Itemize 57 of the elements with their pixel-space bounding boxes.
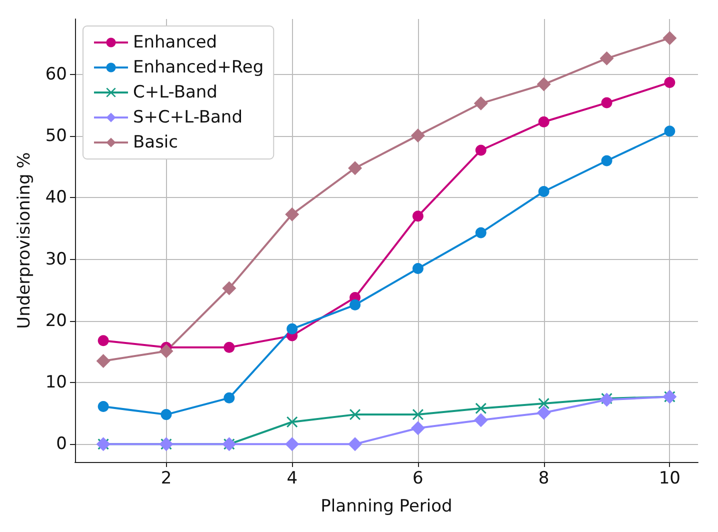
- point: [224, 392, 235, 404]
- y-axis-title: Underprovisioning %: [14, 152, 34, 329]
- x-axis-title: Planning Period: [320, 496, 452, 516]
- point: [285, 207, 300, 222]
- point: [475, 402, 486, 414]
- point: [159, 344, 174, 358]
- point: [350, 409, 361, 420]
- y-tick-label: 40: [45, 188, 67, 208]
- point: [285, 437, 300, 452]
- x-tick-label: 6: [412, 468, 424, 488]
- point: [412, 409, 424, 420]
- point: [474, 413, 488, 428]
- x-tick-label: 4: [286, 468, 298, 488]
- legend-label: Enhanced: [133, 32, 218, 52]
- point: [286, 416, 298, 428]
- point: [475, 144, 486, 156]
- point: [96, 354, 110, 368]
- legend-label: S+C+L-Band: [133, 108, 242, 128]
- y-tick-label: 60: [45, 64, 67, 84]
- point: [350, 299, 361, 310]
- y-tick-label: 0: [56, 434, 67, 454]
- point: [600, 51, 614, 66]
- point: [286, 323, 298, 334]
- point: [475, 227, 486, 238]
- point: [412, 210, 424, 222]
- point: [348, 161, 362, 176]
- x-tick-label: 10: [658, 468, 680, 488]
- x-tick-label: 8: [538, 468, 550, 488]
- point: [601, 97, 612, 108]
- point: [410, 421, 425, 436]
- point: [538, 116, 550, 128]
- point: [662, 31, 677, 46]
- point: [160, 409, 172, 420]
- x-tick-label: 2: [160, 468, 172, 488]
- y-tick-label: 50: [45, 126, 67, 146]
- point: [601, 155, 612, 166]
- point: [538, 186, 550, 198]
- legend-label: Enhanced+Reg: [133, 58, 264, 78]
- y-tick-label: 20: [45, 310, 67, 331]
- point: [98, 401, 109, 412]
- point: [412, 263, 424, 274]
- point: [98, 335, 109, 346]
- legend-label: Basic: [133, 132, 178, 152]
- point: [222, 281, 236, 296]
- point: [536, 406, 551, 420]
- point: [410, 128, 425, 142]
- point: [664, 76, 676, 88]
- point: [474, 96, 488, 110]
- legend-label: C+L-Band: [133, 82, 218, 102]
- y-tick-label: 10: [45, 372, 67, 393]
- point: [538, 398, 550, 409]
- point: [348, 437, 362, 452]
- point: [600, 392, 614, 407]
- y-tick-label: 30: [45, 249, 67, 270]
- point: [536, 77, 551, 92]
- point: [664, 126, 676, 137]
- point: [224, 342, 235, 353]
